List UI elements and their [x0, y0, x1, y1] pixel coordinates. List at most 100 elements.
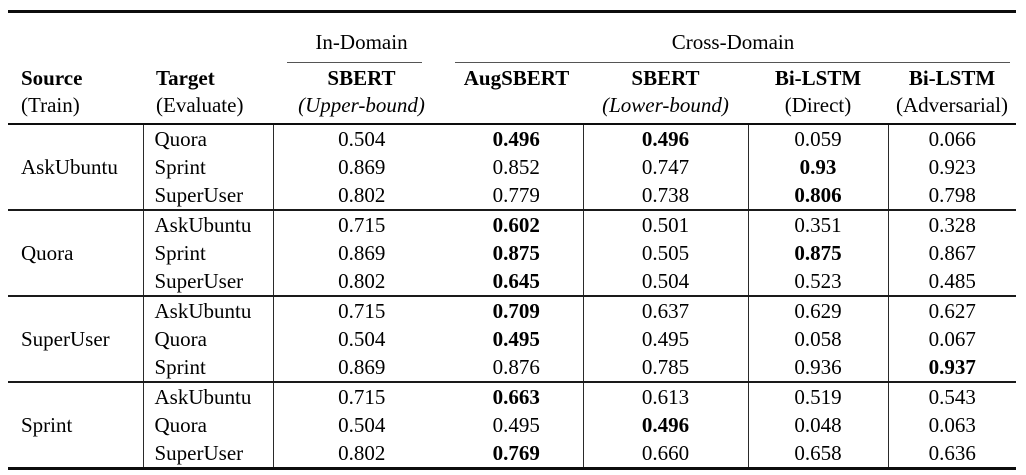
cross-domain-label: Cross-Domain — [671, 30, 795, 54]
metric-cell: 0.747 — [582, 153, 748, 181]
metric-cell: 0.627 — [887, 296, 1016, 325]
metric-cell: 0.715 — [272, 210, 450, 239]
metric-cell: 0.495 — [492, 412, 540, 437]
column-header-bilstm-direct: Bi-LSTM (Direct) — [774, 66, 862, 117]
metric-cell: 0.867 — [887, 239, 1016, 267]
table-row: Sprint AskUbuntu 0.715 0.663 0.613 0.519… — [8, 382, 1016, 437]
table-row: Quora 0.504 0.495 0.496 0.048 0.063 — [8, 411, 1016, 439]
table-row: SuperUser 0.802 0.769 0.660 0.658 0.636 — [8, 439, 1016, 469]
table-row: SuperUser 0.802 0.645 0.504 0.523 0.485 — [8, 267, 1016, 296]
metric-cell: 0.769 — [492, 440, 540, 465]
metric-cell: 0.504 — [272, 411, 450, 439]
metric-cell: 0.937 — [887, 353, 1016, 382]
metric-cell: 0.869 — [272, 153, 450, 181]
metric-cell: 0.328 — [887, 210, 1016, 239]
group-superuser: SuperUser AskUbuntu 0.715 0.709 0.637 0.… — [8, 296, 1016, 382]
column-header-augsbert: AugSBERT — [463, 66, 570, 90]
group-askubuntu: AskUbuntu Quora 0.504 0.496 0.496 0.059 … — [8, 124, 1016, 210]
target-cell: Sprint — [142, 353, 273, 382]
span-header-row: In-Domain Cross-Domain — [8, 12, 1016, 64]
metric-cell: 0.543 — [887, 382, 1016, 411]
metric-cell: 0.067 — [887, 325, 1016, 353]
table-row: Sprint 0.869 0.852 0.747 0.93 0.923 — [8, 153, 1016, 181]
metric-cell: 0.806 — [747, 181, 888, 210]
metric-cell: 0.636 — [887, 439, 1016, 469]
metric-cell: 0.875 — [492, 240, 540, 265]
table-row: Quora AskUbuntu 0.715 0.602 0.501 0.351 … — [8, 210, 1016, 265]
target-cell: Sprint — [142, 239, 273, 267]
metric-cell: 0.802 — [272, 439, 450, 469]
metric-cell: 0.523 — [747, 267, 888, 296]
group-quora: Quora AskUbuntu 0.715 0.602 0.501 0.351 … — [8, 210, 1016, 296]
metric-cell: 0.715 — [272, 382, 450, 411]
table-row: AskUbuntu Quora 0.504 0.496 0.496 0.059 … — [8, 124, 1016, 179]
column-header-source: Source (Train) — [21, 66, 83, 117]
metric-cell: 0.869 — [272, 353, 450, 382]
metric-cell: 0.645 — [492, 268, 540, 293]
column-header-sbert-lower: SBERT (Lower-bound) — [602, 66, 729, 117]
target-cell: SuperUser — [142, 267, 273, 296]
target-cell: SuperUser — [142, 439, 273, 469]
metric-cell: 0.485 — [887, 267, 1016, 296]
metric-cell: 0.779 — [492, 182, 540, 207]
column-header-bilstm-adversarial: Bi-LSTM (Adversarial) — [896, 66, 1008, 117]
target-cell: SuperUser — [142, 181, 273, 210]
target-cell: AskUbuntu — [142, 210, 273, 239]
metric-cell: 0.351 — [747, 210, 888, 239]
metric-cell: 0.936 — [747, 353, 888, 382]
source-cell: Sprint — [21, 412, 73, 437]
metric-cell: 0.923 — [887, 153, 1016, 181]
table-row: Sprint 0.869 0.875 0.505 0.875 0.867 — [8, 239, 1016, 267]
source-cell: Quora — [21, 240, 74, 265]
metric-cell: 0.496 — [582, 124, 748, 153]
metric-cell: 0.802 — [272, 181, 450, 210]
span-header-in-domain: In-Domain — [273, 12, 450, 63]
metric-cell: 0.798 — [887, 181, 1016, 210]
metric-cell: 0.496 — [492, 126, 540, 151]
metric-cell: 0.658 — [747, 439, 888, 469]
metric-cell: 0.715 — [272, 296, 450, 325]
metric-cell: 0.637 — [582, 296, 748, 325]
target-cell: Quora — [142, 325, 273, 353]
span-header-empty — [8, 12, 273, 64]
target-cell: AskUbuntu — [142, 382, 273, 411]
metric-cell: 0.663 — [492, 384, 540, 409]
table-row: SuperUser 0.802 0.779 0.738 0.806 0.798 — [8, 181, 1016, 210]
metric-cell: 0.629 — [747, 296, 888, 325]
in-domain-rule — [287, 62, 422, 63]
table-row: Sprint 0.869 0.876 0.785 0.936 0.937 — [8, 353, 1016, 382]
metric-cell: 0.495 — [582, 325, 748, 353]
metric-cell: 0.058 — [747, 325, 888, 353]
metric-cell: 0.048 — [747, 411, 888, 439]
metric-cell: 0.063 — [887, 411, 1016, 439]
metric-cell: 0.738 — [582, 181, 748, 210]
metric-cell: 0.660 — [582, 439, 748, 469]
column-header-target: Target (Evaluate) — [156, 66, 244, 117]
table-row: Quora 0.504 0.495 0.495 0.058 0.067 — [8, 325, 1016, 353]
metric-cell: 0.602 — [492, 212, 540, 237]
metric-cell: 0.876 — [492, 354, 540, 379]
source-cell: AskUbuntu — [21, 154, 118, 179]
metric-cell: 0.504 — [272, 124, 450, 153]
metric-cell: 0.505 — [582, 239, 748, 267]
group-sprint: Sprint AskUbuntu 0.715 0.663 0.613 0.519… — [8, 382, 1016, 469]
metric-cell: 0.785 — [582, 353, 748, 382]
cross-domain-rule — [455, 62, 1010, 63]
metric-cell: 0.869 — [272, 239, 450, 267]
metric-cell: 0.059 — [747, 124, 888, 153]
table-header: In-Domain Cross-Domain Source (Train) Ta… — [8, 12, 1016, 124]
target-cell: Quora — [142, 124, 273, 153]
metric-cell: 0.496 — [582, 411, 748, 439]
column-header-row: Source (Train) Target (Evaluate) SBERT (… — [8, 63, 1016, 124]
target-cell: AskUbuntu — [142, 296, 273, 325]
metric-cell: 0.066 — [887, 124, 1016, 153]
target-cell: Quora — [142, 411, 273, 439]
metric-cell: 0.613 — [582, 382, 748, 411]
target-cell: Sprint — [142, 153, 273, 181]
metric-cell: 0.501 — [582, 210, 748, 239]
in-domain-label: In-Domain — [315, 30, 408, 54]
metric-cell: 0.875 — [747, 239, 888, 267]
column-header-sbert-upper: SBERT (Upper-bound) — [298, 66, 425, 117]
metric-cell: 0.504 — [272, 325, 450, 353]
